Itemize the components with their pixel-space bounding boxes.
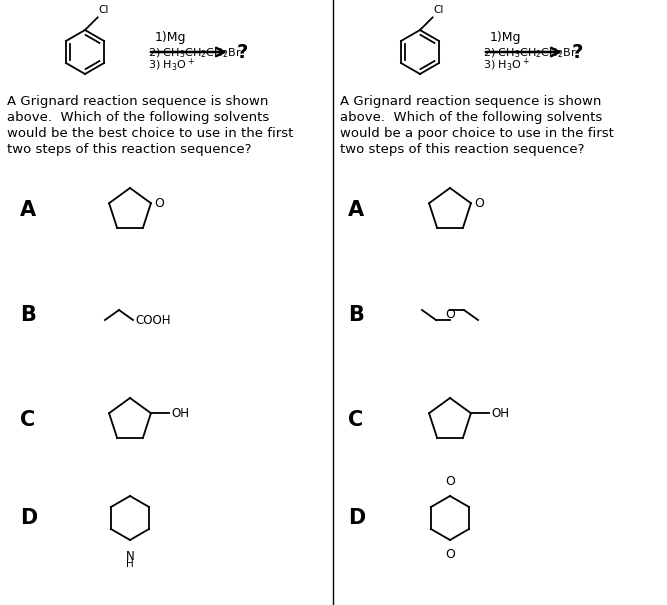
- Text: 3) H$_3$O$^+$: 3) H$_3$O$^+$: [148, 56, 195, 73]
- Text: H: H: [126, 559, 134, 569]
- Text: C: C: [348, 410, 364, 430]
- Text: 2) CH$_3$CH$_2$CH$_2$Br: 2) CH$_3$CH$_2$CH$_2$Br: [483, 46, 577, 60]
- Text: C: C: [20, 410, 35, 430]
- Text: B: B: [348, 305, 364, 325]
- Text: O: O: [474, 197, 484, 210]
- Text: O: O: [154, 197, 164, 210]
- Text: O: O: [445, 309, 455, 321]
- Text: would be the best choice to use in the first: would be the best choice to use in the f…: [7, 127, 293, 140]
- Text: D: D: [348, 508, 366, 528]
- Text: ?: ?: [237, 42, 248, 62]
- Text: A Grignard reaction sequence is shown: A Grignard reaction sequence is shown: [340, 95, 602, 108]
- Text: B: B: [20, 305, 36, 325]
- Text: D: D: [20, 508, 37, 528]
- Text: ?: ?: [572, 42, 584, 62]
- Text: Cl: Cl: [434, 5, 444, 15]
- Text: N: N: [125, 550, 134, 563]
- Text: O: O: [445, 548, 455, 561]
- Text: A: A: [348, 200, 364, 220]
- Text: O: O: [445, 475, 455, 488]
- Text: above.  Which of the following solvents: above. Which of the following solvents: [7, 111, 269, 124]
- Text: would be a poor choice to use in the first: would be a poor choice to use in the fir…: [340, 127, 614, 140]
- Text: OH: OH: [491, 407, 509, 420]
- Text: above.  Which of the following solvents: above. Which of the following solvents: [340, 111, 602, 124]
- Text: COOH: COOH: [135, 313, 171, 327]
- Text: Cl: Cl: [99, 5, 109, 15]
- Text: A Grignard reaction sequence is shown: A Grignard reaction sequence is shown: [7, 95, 268, 108]
- Text: 3) H$_3$O$^+$: 3) H$_3$O$^+$: [483, 56, 530, 73]
- Text: two steps of this reaction sequence?: two steps of this reaction sequence?: [340, 143, 584, 156]
- Text: two steps of this reaction sequence?: two steps of this reaction sequence?: [7, 143, 251, 156]
- Text: 1)Mg: 1)Mg: [490, 31, 522, 45]
- Text: 1)Mg: 1)Mg: [155, 31, 187, 45]
- Text: OH: OH: [171, 407, 189, 420]
- Text: A: A: [20, 200, 36, 220]
- Text: 2) CH$_3$CH$_2$CH$_2$Br: 2) CH$_3$CH$_2$CH$_2$Br: [148, 46, 241, 60]
